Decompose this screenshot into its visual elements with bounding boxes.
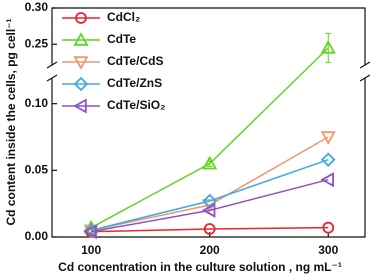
data-point: [202, 155, 218, 170]
legend-label: CdTe/SiO₂: [107, 98, 165, 112]
y-tick-label: 0.10: [25, 96, 49, 110]
data-point: [320, 152, 336, 167]
legend-marker: [73, 56, 89, 70]
y-tick-label: 0.00: [25, 229, 49, 243]
legend-marker: [73, 32, 89, 46]
data-point: [201, 202, 216, 218]
x-tick-label: 100: [81, 243, 101, 257]
y-tick-label: 0.30: [25, 0, 49, 14]
series-line: [90, 178, 329, 233]
y-tick-label: 0.05: [25, 163, 49, 177]
error-bar: [325, 32, 332, 63]
data-point: [322, 221, 335, 234]
legend-label: CdTe/CdS: [107, 54, 163, 68]
legend-label: CdTe/ZnS: [107, 76, 162, 90]
data-point: [203, 223, 216, 235]
x-axis-label: Cd concentration in the culture solution…: [58, 260, 342, 274]
y-axis-label: Cd content inside the cells, pg cell⁻¹: [4, 18, 18, 225]
axis-frame: [51, 7, 366, 238]
legend-marker: [73, 98, 87, 114]
axis-break: [359, 74, 371, 82]
axis-break: [359, 61, 371, 69]
series-line: [91, 226, 329, 233]
legend-label: CdCl₂: [107, 10, 140, 24]
data-point: [320, 40, 336, 54]
series-line: [90, 158, 329, 232]
axis-break: [46, 74, 58, 82]
x-tick-label: 200: [200, 243, 220, 257]
data-point: [320, 172, 334, 188]
x-tick-label: 300: [318, 243, 338, 257]
series-line: [90, 136, 329, 232]
legend-label: CdTe: [107, 32, 136, 46]
data-point: [83, 224, 97, 240]
y-tick-label: 0.25: [25, 36, 49, 50]
axis-break: [46, 61, 58, 69]
legend-marker: [75, 12, 87, 24]
legend-marker: [73, 76, 89, 92]
data-point: [320, 131, 336, 145]
